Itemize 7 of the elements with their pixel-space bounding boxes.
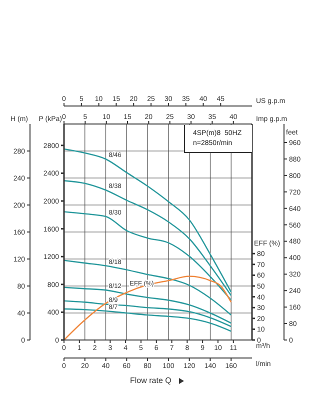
text: Flow rate Q	[130, 376, 172, 385]
line-series	[64, 148, 232, 293]
line-series	[64, 211, 232, 301]
line-series	[64, 286, 232, 324]
line-series	[64, 260, 232, 316]
line-series	[64, 276, 232, 340]
line-series	[64, 308, 232, 332]
